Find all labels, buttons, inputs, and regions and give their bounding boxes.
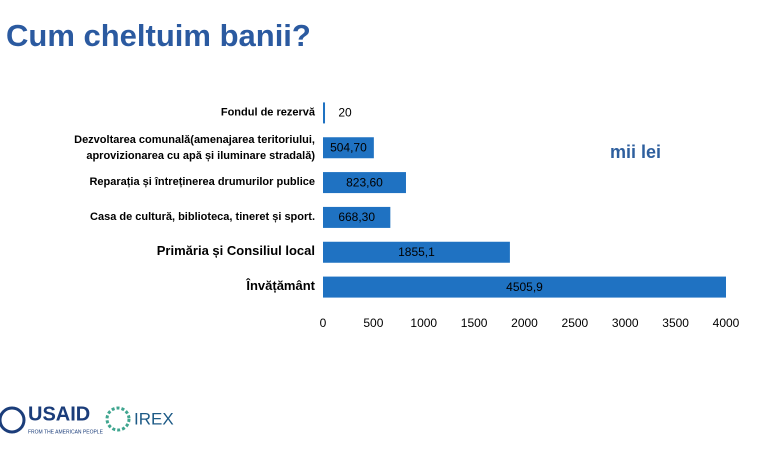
x-tick-label: 1000 [410, 316, 437, 330]
bar [323, 102, 326, 124]
x-tick-label: 2000 [511, 316, 538, 330]
irex-mark [105, 406, 131, 432]
x-tick-label: 1500 [461, 316, 488, 330]
bar [323, 206, 391, 228]
irex-logo: IREX [105, 406, 174, 432]
value-label: 823,60 [346, 175, 383, 189]
chart-title: Cum cheltuim banii? [6, 18, 311, 53]
value-label: 20 [338, 106, 352, 120]
y-tick-label: Dezvoltarea comunală(amenajarea teritori… [74, 134, 315, 146]
irex-text: IREX [134, 409, 174, 428]
value-label: 668,30 [338, 210, 375, 224]
x-tick-label: 3500 [662, 316, 689, 330]
x-tick-label: 4000 [713, 316, 740, 330]
usaid-text: USAID [28, 403, 90, 425]
bar [323, 172, 406, 194]
annotation: mii lei [610, 142, 661, 162]
plot-area [323, 102, 726, 298]
bar [323, 137, 374, 159]
x-tick-label: 500 [363, 316, 383, 330]
y-tick-label: aprovizionarea cu apă și iluminare strad… [86, 150, 315, 162]
usaid-seal [0, 406, 26, 434]
bar [323, 241, 510, 263]
y-tick-label: Fondul de rezervă [221, 106, 316, 118]
value-label: 1855,1 [398, 245, 435, 259]
value-label: 504,70 [330, 140, 367, 154]
bar [323, 276, 726, 298]
y-tick-label: Casa de cultură, biblioteca, tineret și … [90, 211, 315, 223]
value-label: 4505,9 [506, 280, 543, 294]
usaid-tagline: FROM THE AMERICAN PEOPLE [28, 429, 104, 435]
usaid-logo: USAID FROM THE AMERICAN PEOPLE [0, 403, 104, 435]
y-tick-label: Primăria și Consiliul local [157, 243, 315, 258]
x-tick-label: 2500 [562, 316, 589, 330]
x-tick-label: 0 [320, 316, 327, 330]
x-tick-label: 3000 [612, 316, 639, 330]
y-tick-label: Reparația și întreținerea drumurilor pub… [89, 176, 315, 188]
y-tick-label: Învățământ [245, 278, 315, 293]
